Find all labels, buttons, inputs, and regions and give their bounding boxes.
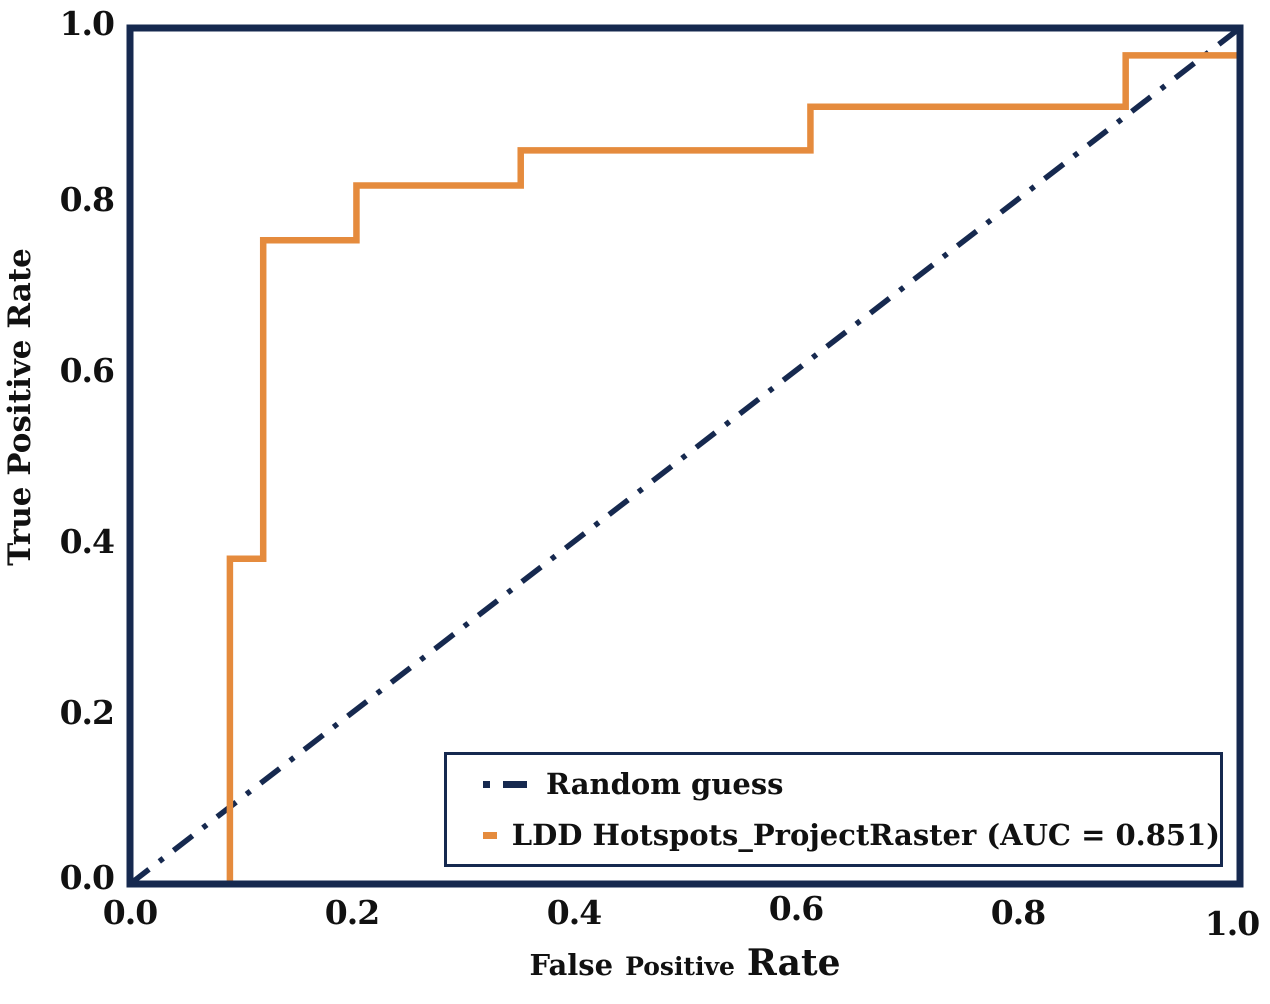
x-tick-label-0.4: 0.4 — [546, 893, 602, 932]
y-tick-label-1.0: 1.0 — [59, 4, 115, 43]
y-axis-title: True Positive Rate — [2, 248, 38, 566]
y-tick-label-0.2: 0.2 — [59, 693, 115, 732]
legend-item-ldd-hotspots: LDD Hotspots_ProjectRaster (AUC = 0.851) — [483, 813, 1220, 857]
x-tick-label-0.6: 0.6 — [768, 889, 824, 928]
solid-line-sample-icon — [483, 831, 497, 839]
plot-border — [126, 24, 1244, 888]
legend-item-random-guess: Random guess — [483, 762, 1220, 806]
x-axis-title: False Positive Rate — [385, 942, 985, 984]
y-tick-label-0.6: 0.6 — [59, 351, 115, 390]
dashdot-line-sample-icon — [483, 780, 531, 788]
x-tick-label-0.0: 0.0 — [102, 893, 158, 932]
y-tick-label-0.0: 0.0 — [59, 858, 115, 897]
y-tick-label-0.4: 0.4 — [59, 522, 115, 561]
roc-curve-line — [226, 52, 1240, 884]
x-tick-label-0.2: 0.2 — [324, 893, 380, 932]
x-axis-title-word-1: False — [529, 948, 614, 982]
x-tick-label-1.0: 1.0 — [1204, 904, 1260, 943]
random-guess-line — [128, 25, 1242, 887]
legend-label: LDD Hotspots_ProjectRaster (AUC = 0.851) — [511, 818, 1220, 852]
legend-dash-icon — [503, 780, 527, 788]
legend-box: Random guess LDD Hotspots_ProjectRaster … — [444, 752, 1223, 867]
y-tick-label-0.8: 0.8 — [59, 180, 115, 219]
x-axis-title-word-2: Positive — [625, 952, 735, 981]
x-tick-label-0.8: 0.8 — [990, 893, 1046, 932]
legend-label: Random guess — [546, 767, 784, 801]
x-axis-title-word-3: Rate — [746, 942, 841, 984]
legend-dot-icon — [483, 780, 490, 788]
